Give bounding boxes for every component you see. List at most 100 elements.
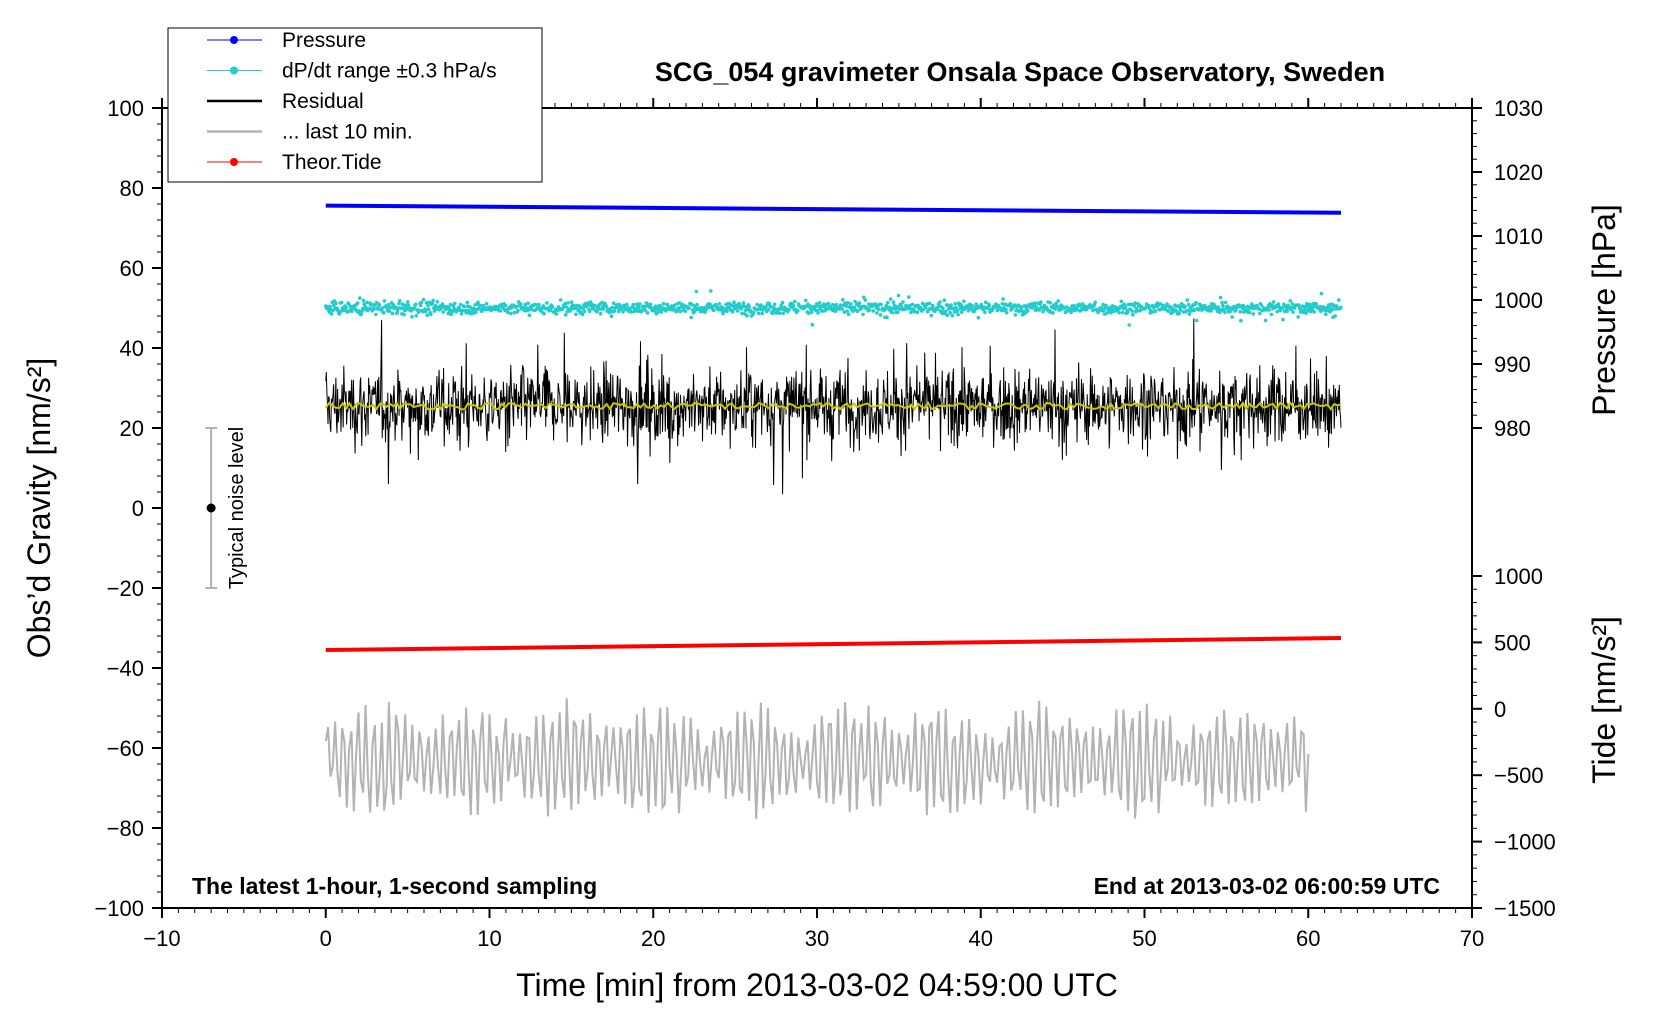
tide-tick-label: −1500 (1494, 896, 1556, 921)
dpdt-point (787, 307, 791, 312)
dpdt-point (1025, 308, 1030, 313)
dpdt-point (1218, 295, 1223, 300)
dpdt-point (638, 302, 642, 306)
dpdt-point (405, 300, 410, 304)
dpdt-point (355, 301, 360, 305)
legend-swatch-dot (230, 66, 238, 75)
dpdt-point (595, 309, 599, 314)
dpdt-point (852, 305, 857, 310)
dpdt-point (846, 301, 850, 305)
dpdt-point (879, 302, 883, 307)
dpdt-point (717, 302, 722, 306)
dpdt-point (1230, 315, 1234, 319)
ticks-layer: −10 0 10 20 30 40 50 60 70100806040200−20−40−60−… (94, 96, 1555, 951)
y-axis-title-pressure: Pressure [hPa] (1586, 204, 1622, 416)
dpdt-point (954, 305, 958, 310)
dpdt-point (631, 302, 635, 307)
dpdt-point (503, 303, 508, 308)
dpdt-point (1223, 310, 1227, 315)
dpdt-point (1258, 311, 1262, 316)
dpdt-point (909, 310, 913, 315)
dpdt-point (1099, 306, 1104, 310)
dpdt-point (519, 302, 523, 306)
series-layer (324, 203, 1343, 820)
dpdt-point (930, 303, 935, 308)
dpdt-point (923, 306, 928, 310)
dpdt-point (1209, 309, 1213, 313)
dpdt-point (1152, 306, 1156, 310)
dpdt-point (1319, 291, 1324, 296)
dpdt-point (459, 312, 464, 316)
dpdt-point (883, 307, 888, 311)
dpdt-point (577, 307, 581, 312)
dpdt-point (855, 309, 860, 314)
dpdt-point (737, 301, 741, 306)
dpdt-point (523, 302, 527, 307)
dpdt-point (1221, 303, 1225, 308)
dpdt-point (689, 315, 693, 320)
dpdt-point (439, 306, 443, 311)
dpdt-point (1039, 300, 1043, 304)
dpdt-point (1275, 309, 1279, 314)
legend-entry: Residual (207, 90, 364, 113)
dpdt-point (554, 312, 559, 316)
dpdt-point (425, 313, 430, 318)
series-tide (325, 636, 1342, 652)
dpdt-point (928, 301, 932, 306)
dpdt-point (1271, 300, 1276, 304)
dpdt-point (1120, 310, 1125, 315)
dpdt-point (573, 306, 577, 311)
dpdt-point (478, 303, 483, 308)
dpdt-point (360, 306, 365, 311)
dpdt-point (711, 308, 716, 313)
x-tick-label: 60 (1296, 926, 1320, 951)
dpdt-point (832, 306, 836, 311)
dpdt-point (826, 301, 831, 306)
dpdt-point (834, 302, 839, 307)
dpdt-point (450, 309, 455, 314)
dpdt-point (358, 296, 362, 300)
dpdt-point (397, 299, 402, 303)
dpdt-point (949, 303, 953, 307)
dpdt-point (382, 311, 386, 315)
dpdt-point (1065, 305, 1069, 309)
dpdt-point (350, 309, 354, 314)
dpdt-point (665, 302, 670, 307)
dpdt-point (1220, 300, 1224, 305)
dpdt-point (612, 309, 617, 313)
dpdt-point (1251, 312, 1256, 316)
dpdt-point (433, 303, 438, 308)
dpdt-point (739, 307, 744, 311)
dpdt-point (986, 306, 990, 311)
x-tick-label: 10 (477, 926, 501, 951)
dpdt-point (1132, 304, 1137, 308)
dpdt-point (514, 304, 519, 309)
dpdt-point (418, 303, 423, 308)
dpdt-point (1192, 308, 1197, 312)
dpdt-point (400, 302, 405, 307)
x-tick-label: 40 (969, 926, 993, 951)
dpdt-point (564, 313, 568, 317)
dpdt-point (1165, 302, 1169, 306)
dpdt-point (419, 300, 424, 305)
dpdt-point (1001, 297, 1005, 301)
dpdt-point (1058, 308, 1063, 312)
dpdt-point (1250, 302, 1254, 307)
dpdt-point (915, 310, 920, 315)
dpdt-point (1296, 315, 1300, 319)
dpdt-point (976, 315, 981, 320)
tide-tick-label: 0 (1494, 697, 1506, 722)
noise-bar-center (206, 503, 216, 513)
series-residual (325, 318, 1342, 495)
y-tick-label: −60 (107, 736, 144, 761)
dpdt-point (387, 302, 391, 307)
dpdt-point (767, 307, 771, 312)
legend-label: dP/dt range ±0.3 hPa/s (282, 60, 497, 83)
dpdt-point (983, 310, 987, 315)
dpdt-point (846, 312, 851, 317)
dpdt-point (1102, 312, 1107, 316)
dpdt-point (1187, 312, 1192, 316)
dpdt-point (1263, 318, 1268, 323)
dpdt-point (896, 310, 900, 315)
